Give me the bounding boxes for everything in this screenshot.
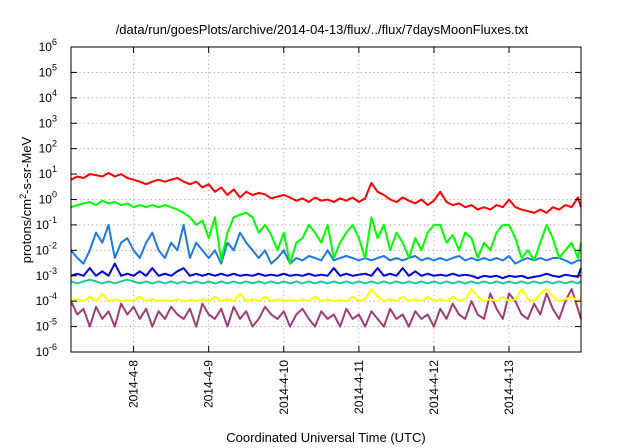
y-tick-label: 10-4: [36, 291, 57, 308]
y-tick-label: 104: [39, 88, 57, 105]
x-tick-label: 2014-4-9: [202, 360, 216, 408]
series-line-6: [70, 288, 582, 303]
y-tick-label: 103: [39, 113, 57, 130]
chart-title: /data/run/goesPlots/archive/2014-04-13/f…: [116, 22, 529, 37]
series-line-5: [70, 278, 582, 285]
y-tick-label: 100: [39, 190, 57, 207]
y-axis-title-rest: -s-sr-MeV: [19, 136, 34, 193]
y-tick-label: 10-6: [36, 342, 57, 359]
x-tick-label: 2014-4-11: [352, 360, 366, 414]
x-tick-label: 2014-4-10: [277, 360, 291, 415]
y-tick-label: 106: [39, 37, 57, 54]
x-tick-label: 2014-4-8: [127, 360, 141, 408]
x-tick-label: 2014-4-12: [427, 360, 441, 415]
x-axis-title: Coordinated Universal Time (UTC): [226, 430, 425, 445]
y-tick-label: 101: [39, 164, 57, 181]
series-line-4: [70, 262, 582, 280]
y-tick-label: 10-5: [36, 317, 57, 334]
y-tick-label: 10-3: [36, 266, 57, 283]
series-line-1: [70, 172, 582, 214]
y-tick-label: 105: [39, 62, 57, 79]
x-tick-label: 2014-4-13: [502, 360, 516, 415]
plot-frame: [70, 46, 582, 353]
y-axis-title-sup: 2: [18, 194, 28, 199]
y-tick-label: 10-2: [36, 240, 57, 257]
series-line-2: [70, 199, 582, 265]
y-tick-label: 102: [39, 139, 57, 156]
y-tick-label: 10-1: [36, 215, 57, 232]
series-lines: [70, 172, 582, 328]
series-line-3: [70, 223, 581, 265]
y-axis-title: protons/cm2-s-sr-MeV: [18, 136, 34, 263]
axes: 106 105 104 103 102 101 100 10-1 10-2 10-3 10-4 10-…: [36, 37, 581, 415]
y-axis-title-base: protons/cm: [19, 199, 34, 263]
series-line-7: [70, 288, 582, 328]
